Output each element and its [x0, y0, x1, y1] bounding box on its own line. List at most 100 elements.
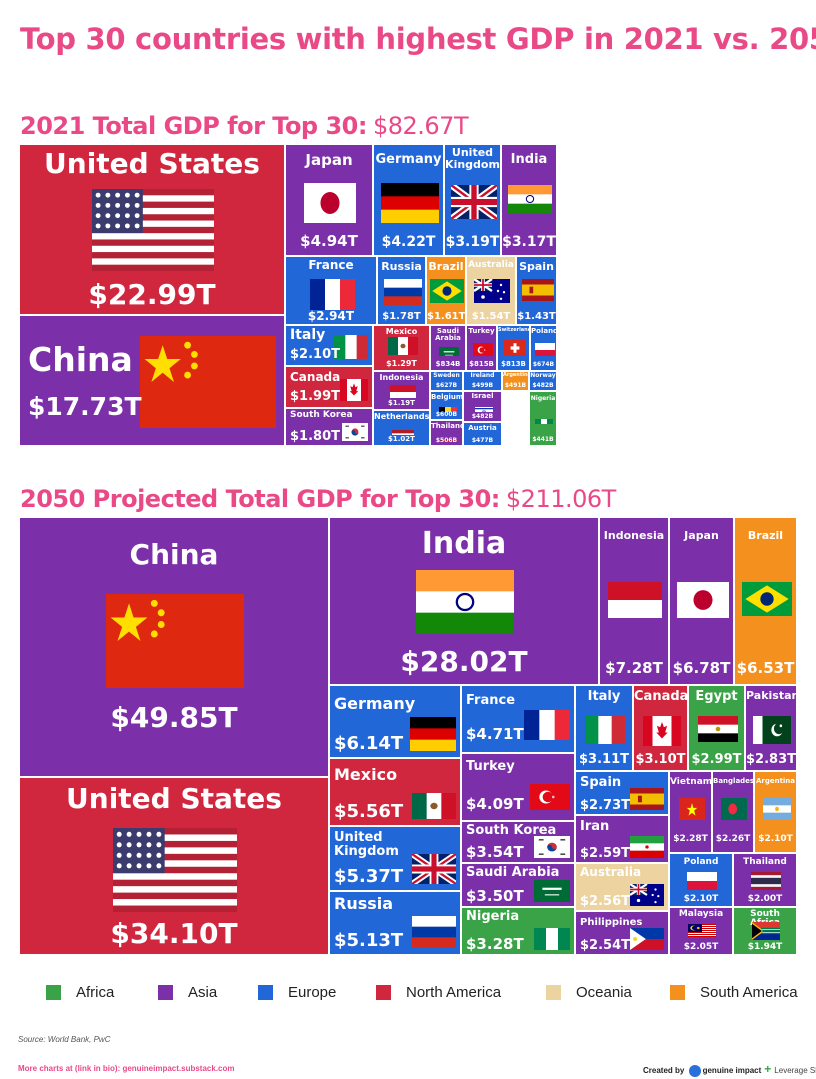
- plus-icon: +: [764, 1062, 772, 1076]
- tile-label: Mexico: [334, 765, 398, 784]
- tile-label: Malaysia: [678, 909, 724, 919]
- tile-value: $2.73T: [580, 798, 630, 813]
- tile-2050-turkey: Turkey $4.09T: [461, 753, 575, 821]
- flag-ng-icon: [534, 928, 570, 950]
- tile-2050-australia: Australia $2.56T: [575, 863, 669, 911]
- tile-label: Canada: [634, 689, 688, 704]
- flag-cn-icon: [106, 594, 244, 688]
- tile-label: Russia: [334, 894, 394, 913]
- more-charts-link[interactable]: More charts at (link in bio): genuineimp…: [18, 1064, 235, 1073]
- tile-value: $1.99T: [290, 389, 340, 404]
- tile-value: $2.10T: [290, 347, 340, 362]
- tile-label: India: [421, 526, 507, 561]
- tile-2021-russia: Russia $1.78T: [377, 256, 426, 325]
- tile-2050-argentina: Argentina $2.10T: [754, 771, 797, 853]
- tile-label: Japan: [305, 151, 353, 169]
- tile-value: $499B: [471, 382, 494, 389]
- tile-2050-japan: Japan $6.78T: [669, 517, 734, 685]
- tile-value: $2.94T: [307, 309, 355, 323]
- tile-value: $5.37T: [334, 866, 404, 887]
- tile-value: $815B: [469, 360, 494, 368]
- flag-de-icon: [381, 183, 439, 223]
- flag-ir-icon: [630, 836, 664, 858]
- tile-label: Bangladesh: [713, 777, 754, 785]
- tile-2050-malaysia: Malaysia $2.05T: [669, 907, 733, 955]
- tile-2050-indonesia: Indonesia $7.28T: [599, 517, 669, 685]
- created-by-text: Created by: [643, 1066, 685, 1075]
- tile-2021-indonesia: Indonesia $1.19T: [373, 371, 430, 410]
- tile-label: South Korea: [466, 823, 557, 838]
- tile-value: $6.53T: [736, 659, 795, 677]
- tile-value: $834B: [435, 360, 461, 368]
- tile-label: Saudi Arabia: [435, 327, 461, 343]
- tile-2021-sweden: Sweden $627B: [430, 371, 463, 391]
- tile-value: $4.94T: [300, 232, 358, 250]
- flag-ca-icon: [643, 716, 681, 746]
- flag-id-icon: [608, 582, 662, 618]
- tile-label: United Kingdom: [334, 830, 399, 859]
- tile-2021-norway: Norway $482B: [529, 371, 557, 391]
- tile-label: Russia: [381, 260, 422, 273]
- legend-label: Africa: [76, 984, 115, 1001]
- tile-2050-thailand: Thailand $2.00T: [733, 853, 797, 907]
- tile-value: $2.59T: [580, 846, 630, 861]
- legend-swatch: [46, 985, 61, 1000]
- tile-2050-vietnam: Vietnam $2.28T: [669, 771, 712, 853]
- tile-value: $3.17T: [502, 234, 556, 250]
- tile-label: Argentina: [755, 777, 796, 785]
- tile-2050-canada: Canada $3.10T: [633, 685, 688, 771]
- tile-2021-australia: Australia $1.54T: [466, 256, 516, 325]
- tile-2021-turkey: Turkey $815B: [466, 325, 497, 371]
- tile-label: Egypt: [695, 689, 738, 704]
- tile-value: $49.85T: [110, 701, 238, 734]
- tile-label: Austria: [468, 424, 497, 432]
- tile-label: Australia: [468, 260, 514, 270]
- flag-gb-icon: [451, 185, 497, 219]
- legend-swatch: [546, 985, 561, 1000]
- legend-label: Oceania: [576, 984, 632, 1001]
- tile-value: $34.10T: [110, 917, 238, 950]
- tile-label: China: [28, 340, 133, 379]
- flag-vn-icon: [679, 798, 705, 820]
- tile-value: $477B: [471, 437, 494, 444]
- flag-th-icon: [439, 433, 457, 441]
- tile-label: Ireland: [470, 372, 495, 379]
- section-title-2021: 2021 Total GDP for Top 30: $82.67T: [20, 112, 469, 140]
- tile-value: $22.99T: [88, 278, 216, 311]
- tile-2021-nigeria: Nigeria $441B: [529, 391, 557, 446]
- tile-label: China: [129, 538, 219, 571]
- tile-2021-germany: Germany $4.22T: [373, 144, 444, 256]
- tile-label: Germany: [334, 694, 416, 713]
- tile-2050-china: China $49.85T: [19, 517, 329, 777]
- tile-label: Italy: [290, 327, 326, 343]
- tile-2021-spain: Spain $1.43T: [516, 256, 557, 325]
- flag-pl-icon: [687, 872, 717, 890]
- flag-eg-icon: [698, 716, 738, 742]
- tile-2021-thailand: Thailand $506B: [430, 420, 463, 446]
- tile-label: Turkey: [466, 759, 515, 774]
- flag-ru-icon: [412, 916, 456, 948]
- tile-label: Thailand: [743, 857, 787, 867]
- tile-value: $2.56T: [580, 894, 630, 909]
- flag-cn-icon: [140, 336, 276, 428]
- legend-swatch: [670, 985, 685, 1000]
- flag-za-icon: [752, 922, 780, 940]
- tile-2021-south-korea: South Korea $1.80T: [285, 408, 373, 446]
- legend-label: Europe: [288, 984, 337, 1001]
- tile-label: Turkey: [468, 327, 495, 335]
- tile-label: United Kingdom: [445, 146, 500, 171]
- tile-label: Philippines: [580, 917, 643, 928]
- tile-2050-germany: Germany $6.14T: [329, 685, 461, 758]
- tile-value: $4.71T: [466, 725, 524, 743]
- tile-value: $28.02T: [400, 645, 528, 678]
- tile-label: Netherlands: [374, 412, 430, 421]
- tile-2050-united-kingdom: United Kingdom $5.37T: [329, 826, 461, 891]
- tile-2021-austria: Austria $477B: [463, 422, 502, 446]
- tile-label: India: [510, 152, 548, 167]
- flag-bd-icon: [721, 798, 747, 820]
- tile-2050-iran: Iran $2.59T: [575, 815, 669, 863]
- tile-2021-italy: Italy $2.10T: [285, 325, 373, 366]
- tile-label: Indonesia: [379, 373, 424, 382]
- tile-label: Brazil: [747, 529, 784, 542]
- flag-kr-icon: [534, 836, 570, 858]
